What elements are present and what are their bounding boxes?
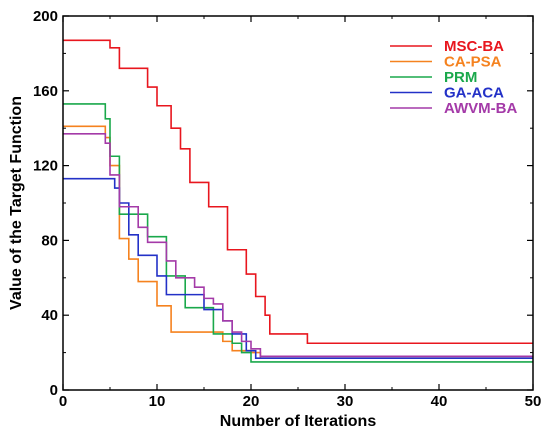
series-line-ca-psa: [63, 125, 533, 360]
y-tick-label: 200: [33, 8, 58, 25]
series-line-prm: [63, 103, 533, 363]
y-tick-label: 0: [50, 382, 58, 399]
legend-label: PRM: [444, 69, 477, 86]
y-tick-label: 120: [33, 158, 58, 175]
series-layer: [63, 39, 533, 363]
y-tick-label: 160: [33, 83, 58, 100]
x-tick-label: 10: [149, 393, 166, 410]
legend-label: MSC-BA: [444, 38, 504, 55]
x-tick-label: 0: [59, 393, 67, 410]
y-tick-label: 40: [41, 307, 58, 324]
x-axis-label: Number of Iterations: [220, 413, 377, 430]
x-tick-label: 40: [431, 393, 448, 410]
legend-label: CA-PSA: [444, 54, 502, 71]
legend-label: AWVM-BA: [444, 100, 517, 117]
series-line-msc-ba: [63, 39, 533, 345]
ticks-layer: 0 10 20 30 40 50 0 40 80 120 160 200: [33, 8, 541, 410]
x-tick-label: 50: [525, 393, 542, 410]
y-axis-label: Value of the Target Function: [8, 96, 25, 310]
y-tick-label: 80: [41, 232, 58, 249]
x-tick-label: 20: [243, 393, 260, 410]
legend-label: GA-ACA: [444, 85, 504, 102]
x-tick-label: 30: [337, 393, 354, 410]
series-line-awvm-ba: [63, 133, 533, 358]
series-line-ga-aca: [63, 177, 533, 360]
